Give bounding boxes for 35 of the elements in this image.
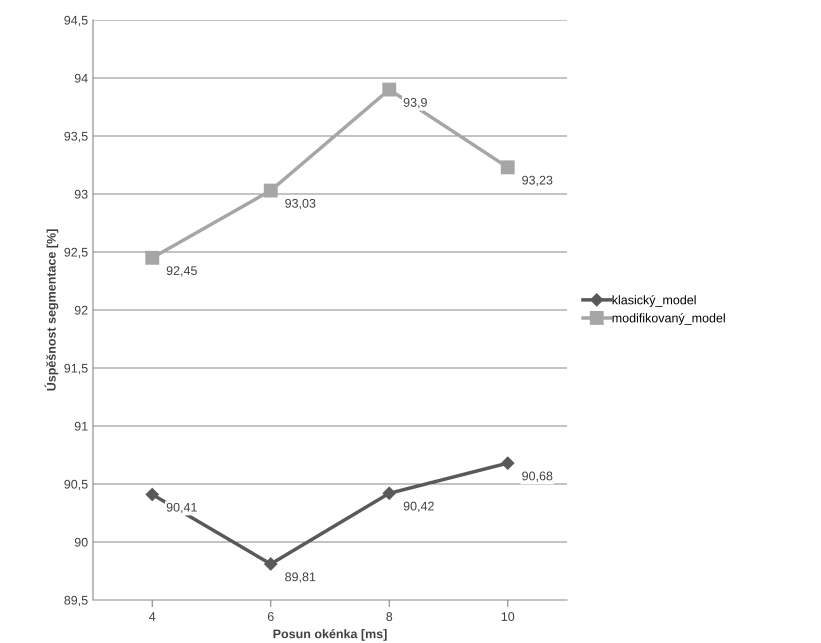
y-tick-label: 94 bbox=[74, 74, 88, 83]
data-label: 92,45 bbox=[166, 266, 197, 277]
point bbox=[146, 488, 159, 502]
x-tick-label: 8 bbox=[386, 612, 392, 621]
y-tick-label: 93,5 bbox=[64, 132, 88, 142]
point bbox=[382, 486, 396, 500]
y-tick-label: 90,5 bbox=[64, 480, 88, 490]
data-label: 90,68 bbox=[522, 472, 552, 482]
x-axis-title: Posun okénka [ms] bbox=[274, 629, 387, 641]
y-tick-label: 93 bbox=[74, 190, 88, 199]
x-tick-label: 10 bbox=[502, 612, 514, 621]
data-label: 93,9 bbox=[404, 98, 427, 108]
x-tick-label: 6 bbox=[268, 612, 274, 621]
data-label: 93,03 bbox=[285, 198, 316, 210]
legend-label: klasický_model bbox=[612, 295, 696, 307]
data-label: 90,42 bbox=[404, 502, 434, 512]
point bbox=[382, 82, 396, 97]
point bbox=[501, 456, 514, 470]
point bbox=[500, 160, 515, 174]
y-tick-label: 90 bbox=[74, 538, 88, 547]
y-axis-title: Úspěšnost segmentace [%] bbox=[44, 229, 58, 391]
y-tick-label: 91 bbox=[74, 422, 88, 431]
data-label: 93,23 bbox=[522, 176, 552, 186]
y-tick-label: 94,5 bbox=[64, 16, 88, 26]
point bbox=[264, 557, 278, 571]
point bbox=[145, 250, 160, 265]
y-tick-label: 92 bbox=[74, 306, 88, 315]
y-tick-label: 89,5 bbox=[64, 596, 88, 606]
y-tick-label: 91,5 bbox=[64, 364, 88, 374]
y-tick-label: 92,5 bbox=[64, 248, 88, 258]
point bbox=[264, 184, 278, 198]
x-tick-label: 4 bbox=[149, 612, 156, 621]
legend-label: modifikovaný_model bbox=[612, 313, 725, 325]
data-label: 89,81 bbox=[285, 572, 316, 583]
data-label: 90,41 bbox=[166, 502, 197, 514]
